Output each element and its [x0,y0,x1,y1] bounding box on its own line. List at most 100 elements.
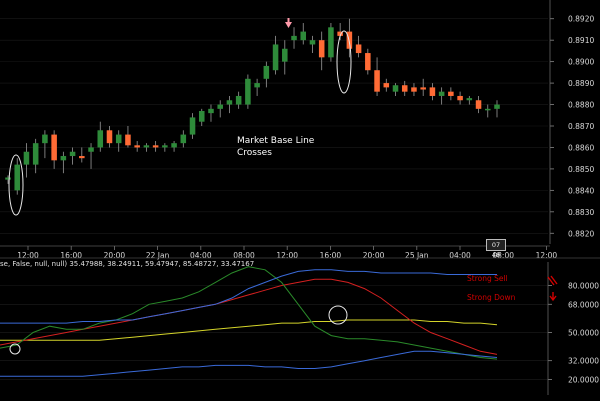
candle-body [189,117,196,135]
price-tick-label: 0.8920 [568,15,594,24]
candle-body [88,147,94,152]
indicator-lines [0,266,498,377]
candle-body [97,130,104,148]
time-tick-label: 16:00 [60,251,82,260]
candle-body [208,108,214,114]
time-tick-label: 25 Jan [405,251,429,260]
indicator-axis: 80.0000 68.0000 50.0000 32.0000 20.0000 [547,262,599,395]
indicator-series-line [0,350,498,377]
time-tick-label: 08:00 [233,251,255,260]
candle-body [115,134,122,144]
price-tick-label: 0.8850 [568,165,594,174]
candle-body [401,85,408,92]
annotation-marks [8,18,558,355]
candle-body [457,95,463,101]
candle-body [429,87,436,96]
candle-body [291,35,297,41]
time-tick-label: 08:00 [492,251,514,260]
time-axis: 12:00 16:00 20:00 22 Jan 04:00 08:00 12:00 16:0… [0,245,558,260]
indicator-tick-label: 68.0000 [568,300,599,309]
price-tick-label: 0.8890 [568,79,594,88]
candle-body [365,53,371,71]
candle-body [5,177,11,180]
candle-body [328,27,334,58]
indicator-tick-label: 32.0000 [568,357,599,366]
candle-body [152,145,159,148]
candle-body [226,100,233,105]
candle-body [282,48,288,62]
annotation-line-2: Crosses [237,148,272,158]
candle-body [355,44,362,54]
price-tick-label: 0.8900 [568,58,594,67]
indicator-tick-label: 20.0000 [568,375,599,384]
price-tick-label: 0.8910 [568,36,594,45]
indicator-grid [0,257,600,380]
candle-body [300,31,307,41]
candle-body [198,110,205,122]
highlight-ellipse-right [336,30,352,94]
candle-body [106,130,113,144]
candle-body [392,85,399,92]
candle-body [235,95,242,105]
candle-body [337,31,343,36]
down-arrow-icon [285,22,292,28]
candle-body [309,40,316,45]
candle-body [32,143,39,165]
indicator-series-line [0,319,498,341]
cross-circle-right [328,305,348,325]
highlight-ellipse-left [8,154,24,216]
candle-body [374,70,380,92]
candle-body [143,145,150,148]
annotation-line-1: Market Base Line [237,136,315,146]
candle-body [383,83,390,88]
time-tick-label: 12:00 [536,251,558,260]
price-tick-label: 0.8840 [568,186,594,195]
candle-body [254,83,260,88]
candle-body [23,151,30,165]
candle-body [60,156,67,161]
cross-circle-left [9,343,21,355]
indicator-params: se, False, null, null) 35.47988, 38.2491… [0,260,255,268]
indicator-series-line [0,278,498,355]
candle-body [162,145,168,148]
time-tick-label: 22 Jan [146,251,170,260]
candle-body [42,134,48,144]
market-base-line-annotation: Market Base Line Crosses [237,135,314,159]
candle-body [475,100,482,109]
price-tick-label: 0.8870 [568,122,594,131]
candle-body [318,40,325,58]
candle-body [217,104,223,109]
strong-sell-icon [547,275,558,286]
candle-body [134,145,140,148]
candle-body [272,44,279,71]
legend-strong-sell: Strong Sell [467,274,508,283]
time-tick-label: 04:00 [449,251,471,260]
price-axis: 0.8920 0.8910 0.8900 0.8890 0.8880 0.8870 0.88… [549,0,594,244]
candle-body [180,134,187,144]
candle-body [485,108,491,111]
time-tick-label: 04:00 [190,251,212,260]
legend-strong-down: Strong Down [467,293,516,302]
candle-body [420,87,426,90]
indicator-tick-label: 80.0000 [568,281,599,290]
candle-body [125,134,131,146]
strong-down-icon [549,292,557,302]
price-tick-label: 0.8860 [568,143,594,152]
price-tick-label: 0.8830 [568,208,594,217]
down-arrow-stem [287,18,290,23]
candle-body [69,151,76,157]
candle-body [438,91,445,96]
candle-body [448,91,454,96]
time-tick-label: 16:00 [320,251,342,260]
candle-body [14,164,20,191]
time-tick-label: 20:00 [104,251,126,260]
indicator-series-line [0,269,497,324]
time-cursor-label[interactable]: 07 48 [486,239,506,259]
indicator-tick-label: 50.0000 [568,328,599,337]
time-tick-label: 20:00 [363,251,385,260]
candle-body [245,78,251,105]
price-tick-label: 0.8820 [568,229,594,238]
candle-body [263,65,270,79]
time-tick-label: 12:00 [17,251,39,260]
